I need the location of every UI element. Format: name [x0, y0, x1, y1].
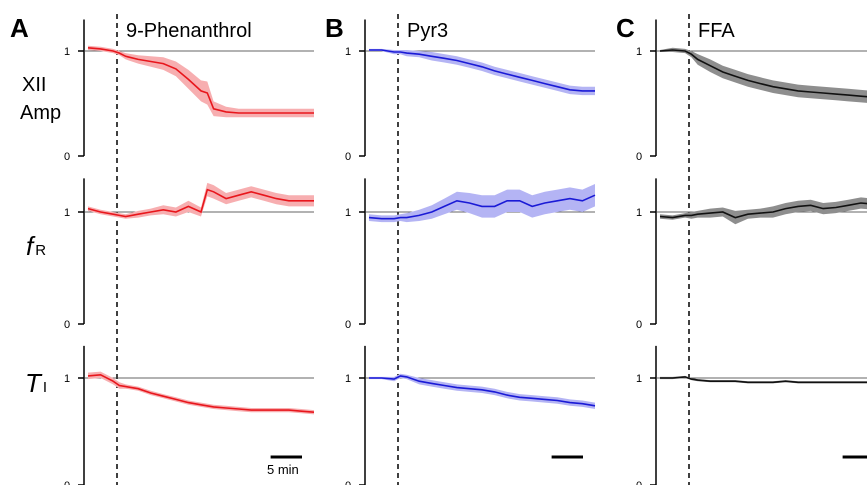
- mean-line-2: [660, 376, 867, 384]
- panel-c: C FFA 1 0 1 0 1 0: [616, 13, 867, 485]
- sem-band-2: [369, 373, 595, 409]
- y-tick-label-1: 1: [345, 207, 351, 219]
- sem-band-0: [369, 48, 595, 96]
- mean-line-1: [368, 194, 596, 220]
- panel-letter: C: [616, 13, 635, 43]
- mean-line-0: [369, 49, 595, 92]
- scale-bar-label: 5 min: [267, 462, 299, 477]
- panel-letter: A: [10, 13, 29, 43]
- y-tick-label-0: 0: [636, 480, 642, 485]
- sem-band-1: [660, 197, 867, 225]
- row-label-fr-main: f: [26, 231, 36, 261]
- y-tick-label-0: 0: [636, 151, 642, 163]
- panel-title: FFA: [698, 20, 735, 42]
- mean-line-1: [87, 188, 314, 218]
- mean-line-1: [659, 202, 867, 219]
- y-tick-label-0: 0: [64, 480, 70, 485]
- y-tick-label-1: 1: [636, 46, 642, 58]
- y-tick-label-0: 0: [64, 151, 70, 163]
- sem-band-0: [88, 45, 314, 118]
- panel-title: 9-Phenanthrol: [126, 20, 252, 42]
- y-tick-label-1: 1: [636, 207, 642, 219]
- y-tick-label-0: 0: [345, 151, 351, 163]
- row-label-xii: XII: [22, 74, 46, 96]
- sem-band-1: [88, 182, 314, 219]
- panel-title: Pyr3: [407, 20, 448, 42]
- panels-layer: A 9-Phenanthrol 1 0 1 0 1 0 B Pyr3 1 0 1 0 1 0 C FFA 1 0 1 0 1…: [10, 13, 867, 485]
- row-label-ti-sub: I: [43, 379, 47, 396]
- y-tick-label-1: 1: [345, 373, 351, 385]
- y-tick-label-0: 0: [345, 319, 351, 331]
- mean-line-0: [659, 49, 867, 98]
- y-tick-label-1: 1: [64, 373, 70, 385]
- sem-band-1: [369, 184, 595, 223]
- y-tick-label-1: 1: [64, 207, 70, 219]
- mean-line-2: [87, 373, 315, 413]
- y-tick-label-0: 0: [636, 319, 642, 331]
- y-tick-label-0: 0: [64, 319, 70, 331]
- row-label-amp: Amp: [20, 102, 61, 124]
- row-label-ti-main: T: [25, 368, 43, 398]
- sem-band-0: [660, 47, 867, 103]
- mean-line-2: [369, 375, 596, 407]
- panel-b: B Pyr3 1 0 1 0 1 0: [325, 13, 596, 485]
- mean-line-0: [87, 47, 314, 114]
- row-label-fr-sub: R: [35, 242, 46, 259]
- y-tick-label-1: 1: [345, 46, 351, 58]
- panel-letter: B: [325, 13, 344, 43]
- y-tick-label-0: 0: [345, 480, 351, 485]
- y-tick-label-1: 1: [64, 46, 70, 58]
- panel-a: A 9-Phenanthrol 1 0 1 0 1 0: [10, 13, 315, 485]
- y-tick-label-1: 1: [636, 373, 642, 385]
